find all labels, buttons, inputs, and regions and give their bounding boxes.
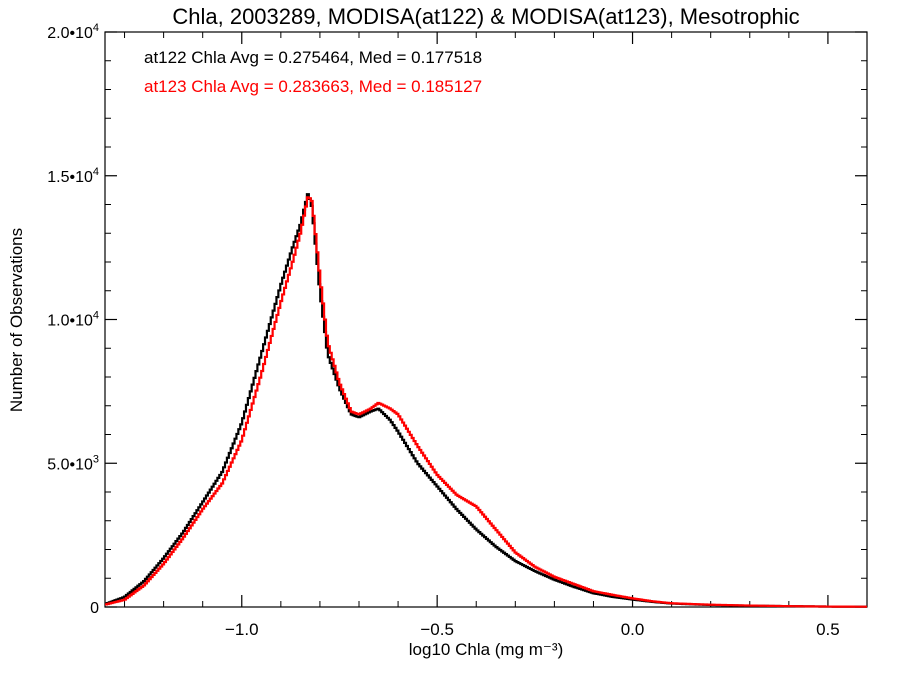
stats-annotation-at123: at123 Chla Avg = 0.283663, Med = 0.18512…	[144, 77, 482, 96]
y-tick-label: 5.0•103	[47, 453, 99, 473]
x-tick-label: 0.0	[621, 620, 645, 639]
y-axis: 0 5.0•103 1.0•104 1.5•104 2.0•104	[47, 22, 867, 617]
chart-title: Chla, 2003289, MODISA(at122) & MODISA(at…	[172, 4, 799, 29]
plot-frame	[104, 31, 868, 608]
series-line-1	[105, 196, 867, 608]
stats-annotation-at122: at122 Chla Avg = 0.275464, Med = 0.17751…	[144, 48, 482, 67]
x-tick-label: −1.0	[225, 620, 259, 639]
series-group	[105, 193, 867, 608]
y-axis-label: Number of Observations	[7, 228, 26, 412]
series-line-0	[105, 193, 867, 608]
y-tick-label: 0	[90, 600, 99, 617]
x-tick-label: −0.5	[420, 620, 454, 639]
x-tick-label: 0.5	[816, 620, 840, 639]
y-tick-label: 1.0•104	[47, 310, 99, 330]
y-tick-label: 1.5•104	[47, 166, 99, 186]
y-tick-label: 2.0•104	[47, 22, 99, 42]
x-axis-label: log10 Chla (mg m⁻³)	[409, 640, 563, 659]
x-axis: −1.0 −0.5 0.0 0.5	[124, 32, 868, 639]
